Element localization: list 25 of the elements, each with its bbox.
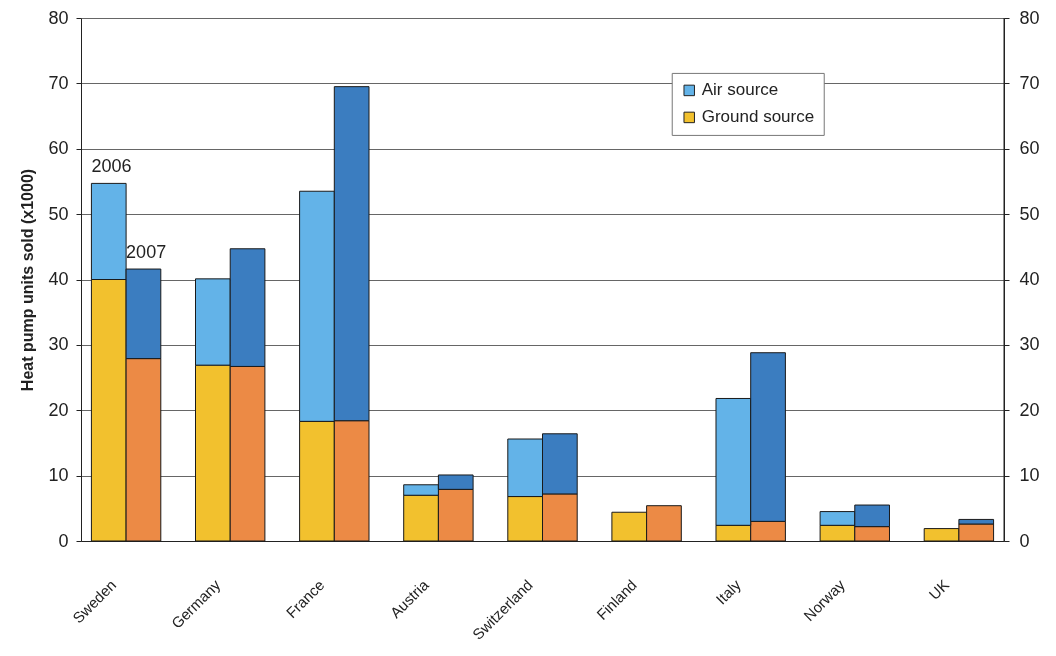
x-tick-label: Italy — [712, 575, 745, 608]
x-tick-label: UK — [925, 576, 953, 603]
y2-tick-label: 30 — [1019, 334, 1040, 355]
y2-tick-label: 60 — [1019, 138, 1040, 159]
annotation: 2006 — [91, 156, 132, 177]
annotation: 2007 — [126, 242, 167, 263]
y2-tick-label: 80 — [1019, 7, 1040, 28]
y-tick-label: 40 — [48, 269, 69, 289]
y-tick-label: 30 — [48, 334, 69, 355]
y-tick-label: 80 — [48, 7, 69, 28]
y-tick-label: 70 — [48, 72, 69, 93]
y-tick-label: 0 — [58, 530, 69, 551]
legend-label: Ground source — [701, 107, 815, 127]
y-tick-label: 60 — [48, 138, 69, 159]
y-tick-label: 10 — [48, 465, 69, 486]
y2-tick-label: 50 — [1019, 203, 1040, 224]
y2-tick-label: 20 — [1019, 399, 1040, 420]
y2-tick-label: 0 — [1019, 530, 1030, 551]
y2-tick-label: 40 — [1019, 269, 1040, 289]
y2-tick-label: 70 — [1019, 72, 1040, 93]
y-tick-label: 20 — [48, 399, 69, 420]
y-tick-label: 50 — [48, 203, 69, 224]
y-axis-title: Heat pump units sold (x1000) — [19, 168, 37, 392]
legend-label: Air source — [701, 80, 779, 100]
y2-tick-label: 10 — [1019, 465, 1040, 486]
